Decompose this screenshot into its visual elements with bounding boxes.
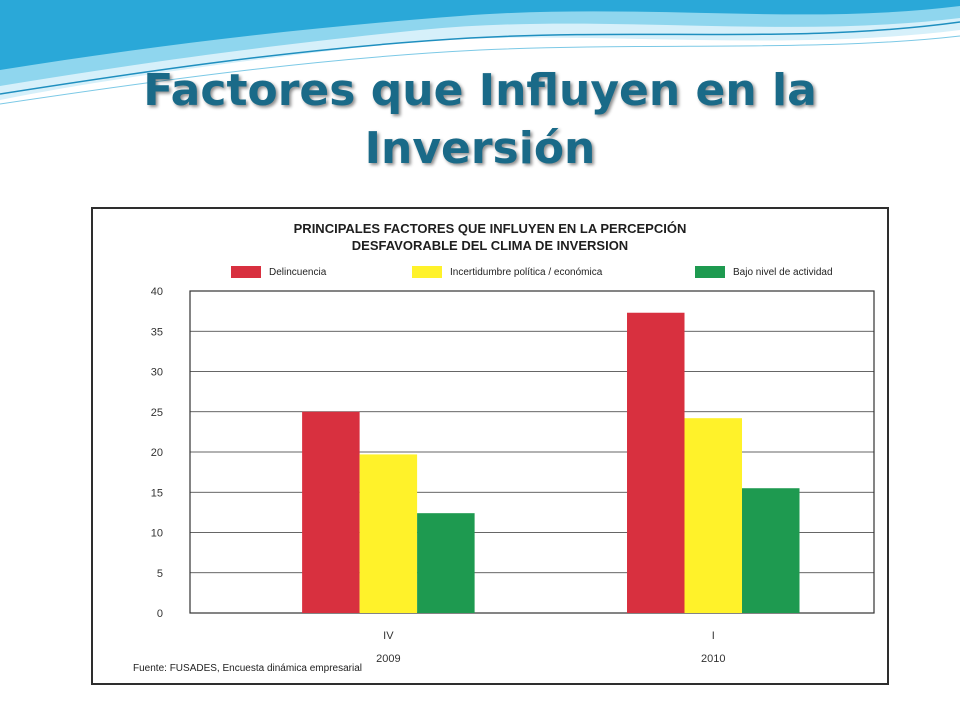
legend-item-delincuencia: Delincuencia xyxy=(231,265,326,279)
x-tick-label: I xyxy=(712,630,715,642)
wave-line xyxy=(0,21,960,95)
y-tick-label: 35 xyxy=(151,326,163,338)
bar-delincuencia-2009 xyxy=(302,411,360,613)
y-tick-label: 0 xyxy=(157,608,163,620)
legend-label-bajo-nivel: Bajo nivel de actividad xyxy=(733,266,833,278)
wave-line-2 xyxy=(0,35,960,105)
slide-title: Factores que Influyen en la Inversión xyxy=(0,62,960,178)
x-group-label: 2010 xyxy=(701,653,725,665)
source-note: Fuente: FUSADES, Encuesta dinámica empre… xyxy=(133,663,362,674)
slide-title-line2: Inversión xyxy=(364,123,596,174)
bar-delincuencia-2010 xyxy=(627,312,685,613)
legend-swatch-delincuencia xyxy=(231,266,261,278)
chart-title-line1: PRINCIPALES FACTORES QUE INFLUYEN EN LA … xyxy=(293,221,687,236)
y-tick-label: 5 xyxy=(157,568,163,580)
y-tick-label: 25 xyxy=(151,407,163,419)
legend-label-delincuencia: Delincuencia xyxy=(269,266,327,278)
bar-chart: 0 5 10 15 20 25 30 35 40 IV 2009 I 2010 xyxy=(151,286,875,665)
y-tick-label: 10 xyxy=(151,528,163,540)
y-tick-label: 40 xyxy=(151,286,163,298)
legend-item-incertidumbre: Incertidumbre política / económica xyxy=(412,265,602,279)
legend-swatch-incertidumbre xyxy=(412,266,442,278)
bar-incertidumbre-2009 xyxy=(359,454,418,613)
bar-bajo-2010 xyxy=(742,488,800,613)
wave-band-dark xyxy=(0,0,960,70)
legend-swatch-bajo-nivel xyxy=(695,266,725,278)
chart-title-line2: DESFAVORABLE DEL CLIMA DE INVERSION xyxy=(351,238,629,253)
chart-image-frame: PRINCIPALES FACTORES QUE INFLUYEN EN LA … xyxy=(91,207,889,685)
x-tick-label: IV xyxy=(383,630,394,642)
bar-bajo-2009 xyxy=(417,513,475,613)
y-tick-label: 15 xyxy=(151,487,163,499)
decorative-wave-header xyxy=(0,0,960,105)
bar-incertidumbre-2010 xyxy=(684,418,743,613)
legend-label-incertidumbre: Incertidumbre política / económica xyxy=(450,266,603,278)
y-tick-label: 20 xyxy=(151,447,163,459)
x-group-label: 2009 xyxy=(376,653,400,665)
legend-item-bajo-nivel: Bajo nivel de actividad xyxy=(695,265,833,279)
y-tick-label: 30 xyxy=(151,367,163,379)
slide-title-line1: Factores que Influyen en la xyxy=(143,65,817,116)
